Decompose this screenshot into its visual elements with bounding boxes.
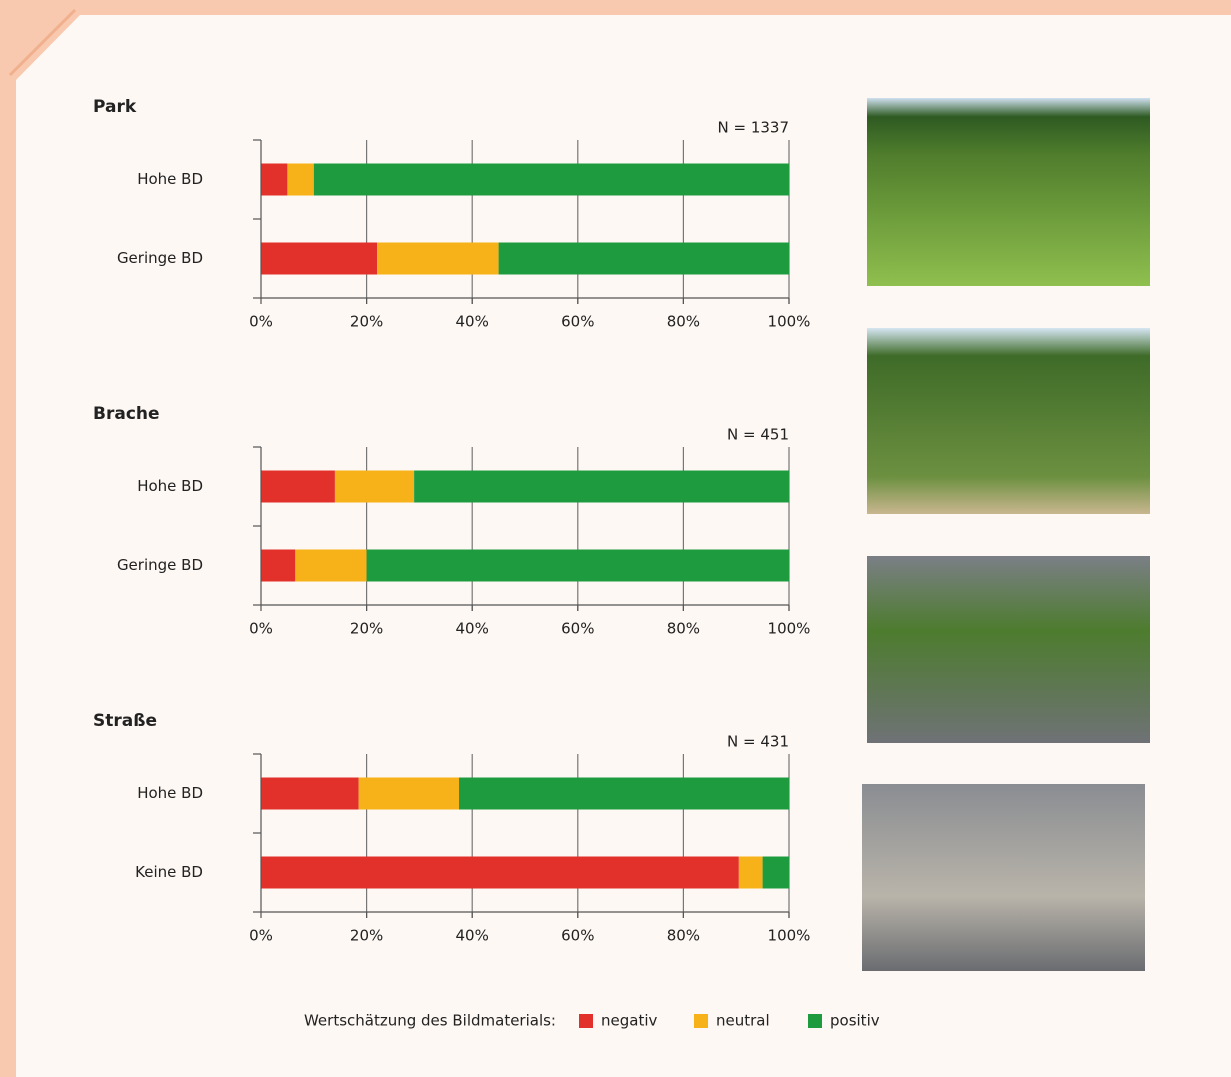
bar-segment bbox=[459, 777, 789, 810]
x-tick-label: 80% bbox=[667, 927, 700, 945]
x-tick-label: 40% bbox=[456, 313, 489, 331]
bar-segment bbox=[334, 470, 415, 503]
bar-segment bbox=[261, 163, 288, 196]
x-tick-label: 20% bbox=[350, 927, 383, 945]
bar-segment bbox=[261, 549, 296, 582]
bar-segment bbox=[762, 856, 789, 889]
bar-segment bbox=[261, 856, 739, 889]
annotation: N = 431 bbox=[727, 733, 789, 751]
legend-swatch bbox=[579, 1014, 593, 1028]
annotation: N = 1337 bbox=[718, 119, 790, 137]
x-tick-label: 100% bbox=[768, 313, 811, 331]
x-tick-label: 60% bbox=[561, 313, 594, 331]
chart-title: Straße bbox=[93, 711, 157, 731]
photo bbox=[867, 98, 1150, 286]
chart-title: Brache bbox=[93, 404, 160, 424]
photo bbox=[862, 784, 1145, 971]
bar-segment bbox=[377, 242, 499, 275]
corner bbox=[8, 8, 77, 77]
x-tick-label: 0% bbox=[249, 620, 273, 638]
x-tick-label: 0% bbox=[249, 927, 273, 945]
photo bbox=[867, 328, 1150, 514]
bar-segment bbox=[366, 549, 789, 582]
bar-segment bbox=[498, 242, 789, 275]
x-tick-label: 0% bbox=[249, 313, 273, 331]
legend-swatch bbox=[694, 1014, 708, 1028]
x-tick-label: 20% bbox=[350, 313, 383, 331]
legend-label: negativ bbox=[601, 1012, 657, 1030]
bar-segment bbox=[295, 549, 367, 582]
y-tick-label: Hohe BD bbox=[137, 477, 203, 495]
legend-title: Wertschätzung des Bildmaterials: bbox=[304, 1012, 556, 1030]
chart-title: Park bbox=[93, 97, 137, 117]
legend-label: neutral bbox=[716, 1012, 770, 1030]
x-tick-label: 80% bbox=[667, 620, 700, 638]
bar-segment bbox=[738, 856, 763, 889]
x-tick-label: 60% bbox=[561, 927, 594, 945]
y-tick-label: Geringe BD bbox=[117, 249, 203, 267]
x-tick-label: 100% bbox=[768, 927, 811, 945]
bar-segment bbox=[261, 242, 378, 275]
y-tick-label: Keine BD bbox=[135, 863, 203, 881]
bar-segment bbox=[261, 777, 359, 810]
y-tick-label: Hohe BD bbox=[137, 784, 203, 802]
y-tick-label: Hohe BD bbox=[137, 170, 203, 188]
x-tick-label: 20% bbox=[350, 620, 383, 638]
x-tick-label: 100% bbox=[768, 620, 811, 638]
y-tick-label: Geringe BD bbox=[117, 556, 203, 574]
legend-label: positiv bbox=[830, 1012, 880, 1030]
bar-segment bbox=[358, 777, 459, 810]
x-tick-label: 60% bbox=[561, 620, 594, 638]
x-tick-label: 40% bbox=[456, 927, 489, 945]
annotation: N = 451 bbox=[727, 426, 789, 444]
legend-swatch bbox=[808, 1014, 822, 1028]
x-tick-label: 80% bbox=[667, 313, 700, 331]
x-tick-label: 40% bbox=[456, 620, 489, 638]
photo bbox=[867, 556, 1150, 743]
bar-segment bbox=[414, 470, 789, 503]
bar-segment bbox=[287, 163, 314, 196]
bar-segment bbox=[313, 163, 789, 196]
bar-segment bbox=[261, 470, 335, 503]
